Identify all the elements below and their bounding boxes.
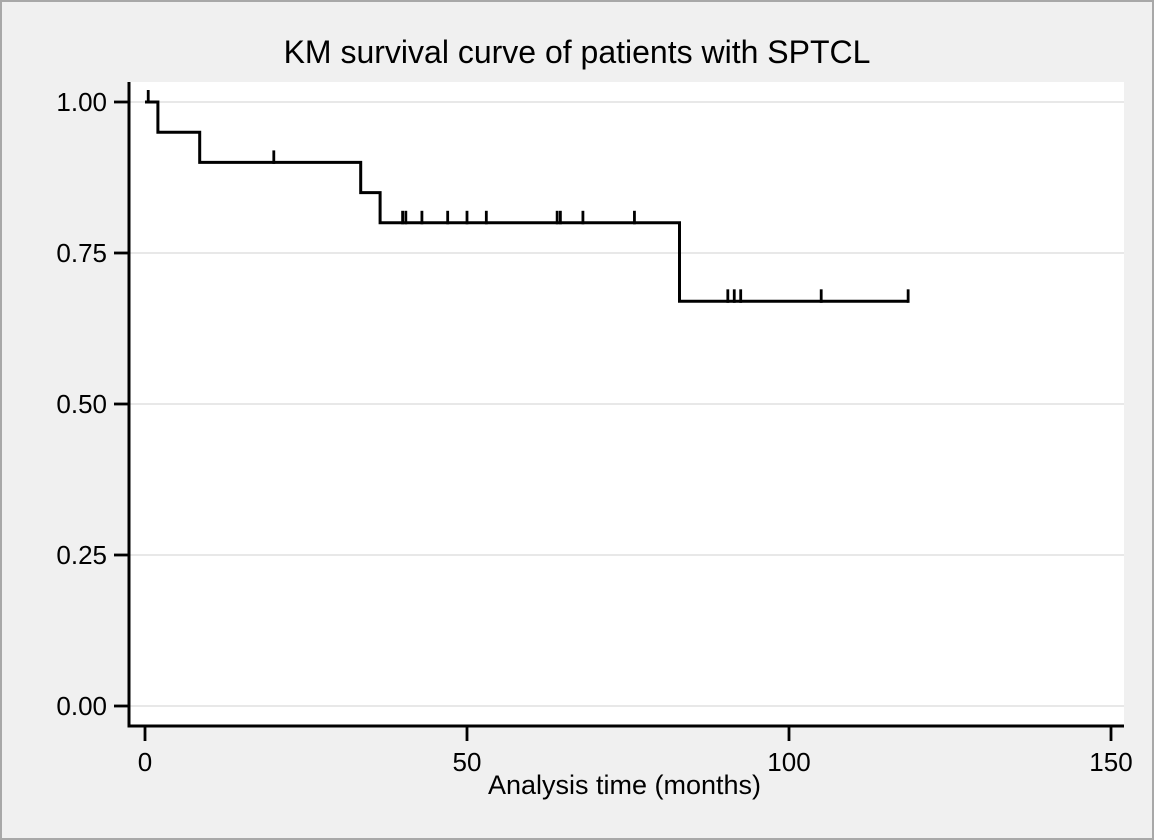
y-tick-label: 0.50 bbox=[56, 389, 107, 419]
y-tick-label: 1.00 bbox=[56, 87, 107, 117]
y-tick-label: 0.75 bbox=[56, 238, 107, 268]
x-tick-label: 100 bbox=[767, 747, 810, 777]
x-tick-label: 150 bbox=[1089, 747, 1132, 777]
x-tick-label: 0 bbox=[138, 747, 152, 777]
km-step-curve bbox=[145, 100, 909, 303]
y-tick-label: 0.00 bbox=[56, 691, 107, 721]
x-tick-label: 50 bbox=[453, 747, 482, 777]
chart-title: KM survival curve of patients with SPTCL bbox=[283, 34, 871, 70]
x-axis-title: Analysis time (months) bbox=[487, 770, 762, 800]
y-tick-label: 0.25 bbox=[56, 540, 107, 570]
